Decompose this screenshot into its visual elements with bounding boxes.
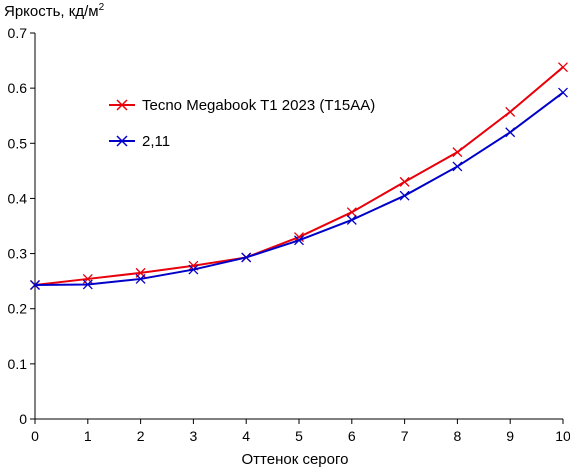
x-tick-label: 0 [31,428,39,444]
x-ticks: 0 1 2 3 4 5 6 7 8 9 10 [31,419,570,444]
series-0-point [505,106,516,117]
x-tick-label: 4 [242,428,250,444]
series-1-point [241,252,252,263]
series-layer [30,62,568,290]
x-tick-label: 7 [401,428,409,444]
series-1-point [346,214,357,225]
series-0-point [399,176,410,187]
legend-marker-1 [116,135,128,147]
series-0-point [452,147,463,158]
legend-label-1: 2,11 [142,133,170,150]
series-0-point [346,207,357,218]
y-tick-label: 0.3 [8,246,28,262]
series-1-point [30,280,40,290]
x-tick-label: 9 [506,428,514,444]
y-tick-label: 0.1 [8,356,28,372]
series-1-point [452,161,463,172]
legend-label-0: Tecno Megabook T1 2023 (T15AA) [142,97,375,114]
x-tick-label: 5 [295,428,303,444]
legend: Tecno Megabook T1 2023 (T15AA) 2,11 [109,97,375,150]
series-1-point [558,87,568,98]
series-1-point [188,264,199,275]
x-tick-label: 6 [348,428,356,444]
legend-item-1: 2,11 [109,133,170,150]
y-axis-label: Яркость, кд/м2 [4,2,105,20]
series-1-point [82,279,93,290]
series-0-point [558,62,568,73]
series-1-point [399,190,410,201]
series-1-point [505,127,516,138]
y-tick-label: 0.6 [8,80,28,96]
x-tick-label: 2 [137,428,145,444]
legend-item-0: Tecno Megabook T1 2023 (T15AA) [109,97,375,114]
x-tick-label: 1 [84,428,92,444]
series-line-1 [34,91,564,286]
y-tick-label: 0.4 [8,190,28,206]
axes [34,33,563,420]
legend-marker-0 [116,99,128,111]
y-tick-label: 0 [19,411,27,427]
series-1-point [135,273,146,284]
x-axis-label: Оттенок серого [242,451,349,468]
series-1-point [294,235,304,246]
y-ticks: 0 0.1 0.2 0.3 0.4 0.5 0.6 0.7 [8,25,35,427]
y-tick-label: 0.5 [8,135,28,151]
y-tick-label: 0.2 [8,301,28,317]
x-tick-label: 10 [555,428,570,444]
y-tick-label: 0.7 [8,25,28,41]
x-tick-label: 8 [454,428,462,444]
x-tick-label: 3 [190,428,198,444]
